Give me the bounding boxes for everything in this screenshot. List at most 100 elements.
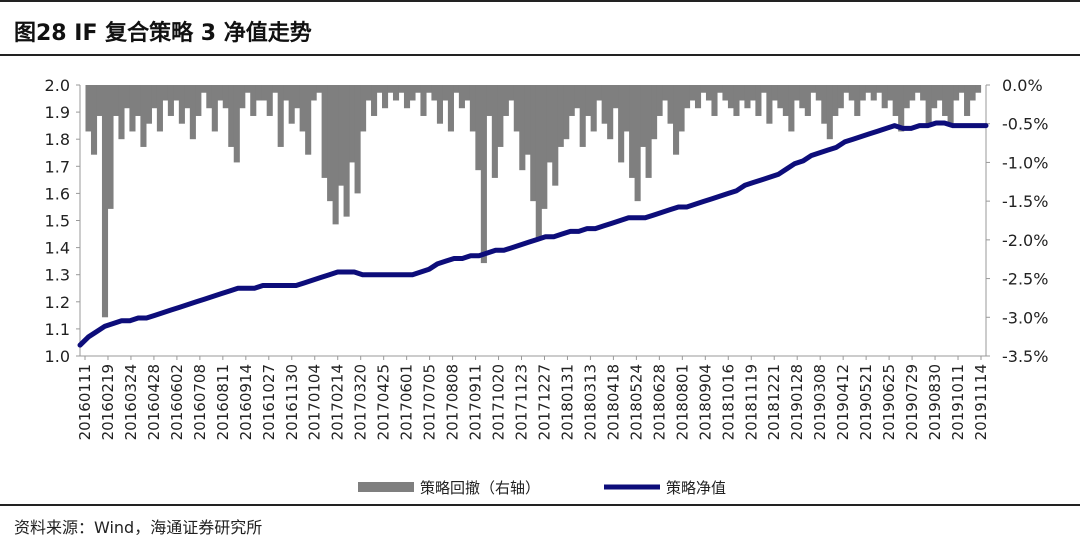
drawdown-bar [90, 85, 98, 155]
drawdown-bar [332, 85, 339, 225]
drawdown-bar [184, 85, 191, 109]
drawdown-bar [469, 85, 476, 132]
drawdown-bar [266, 85, 273, 116]
left-tick-label: 1.9 [45, 103, 70, 122]
drawdown-bar [931, 85, 938, 109]
drawdown-bar [579, 85, 586, 147]
drawdown-bar [700, 85, 707, 93]
drawdown-bar [513, 85, 520, 132]
drawdown-bar [519, 85, 526, 171]
drawdown-bar [508, 85, 515, 101]
drawdown-bar [151, 85, 158, 109]
drawdown-bar [854, 85, 861, 116]
drawdown-bar [475, 85, 482, 171]
nav-line-layer [77, 120, 989, 348]
drawdown-bar [821, 85, 828, 124]
drawdown-bar [568, 85, 575, 116]
drawdown-bar [689, 85, 696, 101]
drawdown-bar [321, 85, 328, 178]
drawdown-bar [134, 85, 141, 116]
right-axis: -3.5% -3.0% -2.5% -2.0% -1.5% -1.0% -0.5% 0.0% [985, 76, 1048, 366]
left-axis: 1.0 1.1 1.2 1.3 1.4 1.5 1.6 1.7 1.8 1.9 2.0 [45, 76, 81, 366]
x-tick-label: 20191114 [972, 364, 990, 440]
drawdown-bar [200, 85, 207, 93]
drawdown-bar [662, 85, 669, 101]
drawdown-bar [848, 85, 855, 101]
x-tick-label: 20170808 [444, 364, 462, 440]
x-tick-label: 20180801 [673, 364, 691, 440]
drawdown-bar [447, 85, 454, 132]
legend-swatch-drawdown [358, 482, 414, 492]
drawdown-bar [123, 85, 131, 109]
drawdown-bar [909, 85, 916, 101]
left-tick-label: 1.8 [45, 130, 70, 149]
drawdown-bar [541, 85, 548, 209]
drawdown-bar [975, 85, 982, 93]
drawdown-bar [788, 85, 795, 132]
drawdown-bar [277, 85, 284, 147]
right-tick-label: -2.5% [1002, 270, 1048, 289]
drawdown-bar [552, 85, 559, 186]
drawdown-bar [705, 85, 713, 101]
drawdown-bar [453, 85, 460, 93]
drawdown-bar [310, 85, 317, 101]
drawdown-bar [694, 85, 702, 109]
drawdown-bar [629, 85, 636, 178]
x-tick-label: 20161130 [283, 364, 301, 440]
x-tick-label: 20170214 [329, 364, 347, 440]
x-tick-label: 20160811 [214, 364, 232, 440]
x-tick-label: 20190308 [811, 364, 829, 440]
drawdown-bar [217, 85, 224, 101]
chart-container: 1.0 1.1 1.2 1.3 1.4 1.5 1.6 1.7 1.8 1.9 2.0 -3.5% -… [0, 56, 1080, 504]
drawdown-bar [920, 85, 927, 101]
x-tick-label: 20190412 [834, 364, 852, 440]
drawdown-bar [771, 85, 778, 101]
drawdown-bar [239, 85, 246, 109]
left-tick-label: 1.7 [45, 157, 70, 176]
drawdown-bar [645, 85, 652, 178]
drawdown-bar [178, 85, 185, 124]
nav-line [77, 120, 989, 348]
legend-label-nav: 策略净值 [666, 479, 726, 497]
drawdown-bar [947, 85, 954, 124]
drawdown-bar [382, 85, 389, 109]
drawdown-bar [409, 85, 416, 101]
right-tick-label: -1.0% [1002, 153, 1048, 172]
drawdown-bar [804, 85, 811, 116]
x-tick-label: 20190128 [788, 364, 806, 440]
drawdown-bar [716, 85, 724, 93]
drawdown-bar [964, 85, 971, 116]
legend-label-drawdown: 策略回撤（右轴） [420, 479, 540, 497]
source-note: 资料来源：Wind，海通证券研究所 [14, 518, 263, 537]
x-tick-label: 20171020 [490, 364, 508, 440]
drawdown-bar [876, 85, 883, 93]
drawdown-bar [936, 85, 943, 101]
x-tick-label: 20170320 [352, 364, 370, 440]
drawdown-bar [651, 85, 658, 140]
drawdown-bar [261, 85, 268, 101]
drawdown-bar [585, 85, 592, 116]
drawdown-bar [343, 85, 350, 217]
drawdown-bar [299, 85, 306, 132]
drawdown-bar [914, 85, 921, 93]
left-tick-label: 1.3 [45, 266, 70, 285]
drawdown-bar [870, 85, 877, 101]
x-tick-label: 20160324 [122, 364, 140, 440]
drawdown-bar [140, 85, 147, 147]
x-tick-label: 20171227 [535, 364, 553, 440]
drawdown-bar [815, 85, 822, 101]
drawdown-bar [431, 85, 438, 101]
drawdown-bar [338, 85, 345, 186]
x-tick-label: 20170911 [467, 364, 485, 440]
drawdown-bar [958, 85, 965, 93]
x-tick-label: 20180313 [581, 364, 599, 440]
drawdown-bar [738, 85, 745, 101]
drawdown-bar [486, 85, 493, 116]
drawdown-bar [596, 85, 603, 101]
drawdown-bar [167, 85, 174, 116]
drawdown-bar [255, 85, 262, 101]
drawdown-bar [623, 85, 630, 132]
drawdown-bar [749, 85, 756, 101]
drawdown-bar [711, 85, 718, 116]
drawdown-bar [733, 85, 740, 116]
